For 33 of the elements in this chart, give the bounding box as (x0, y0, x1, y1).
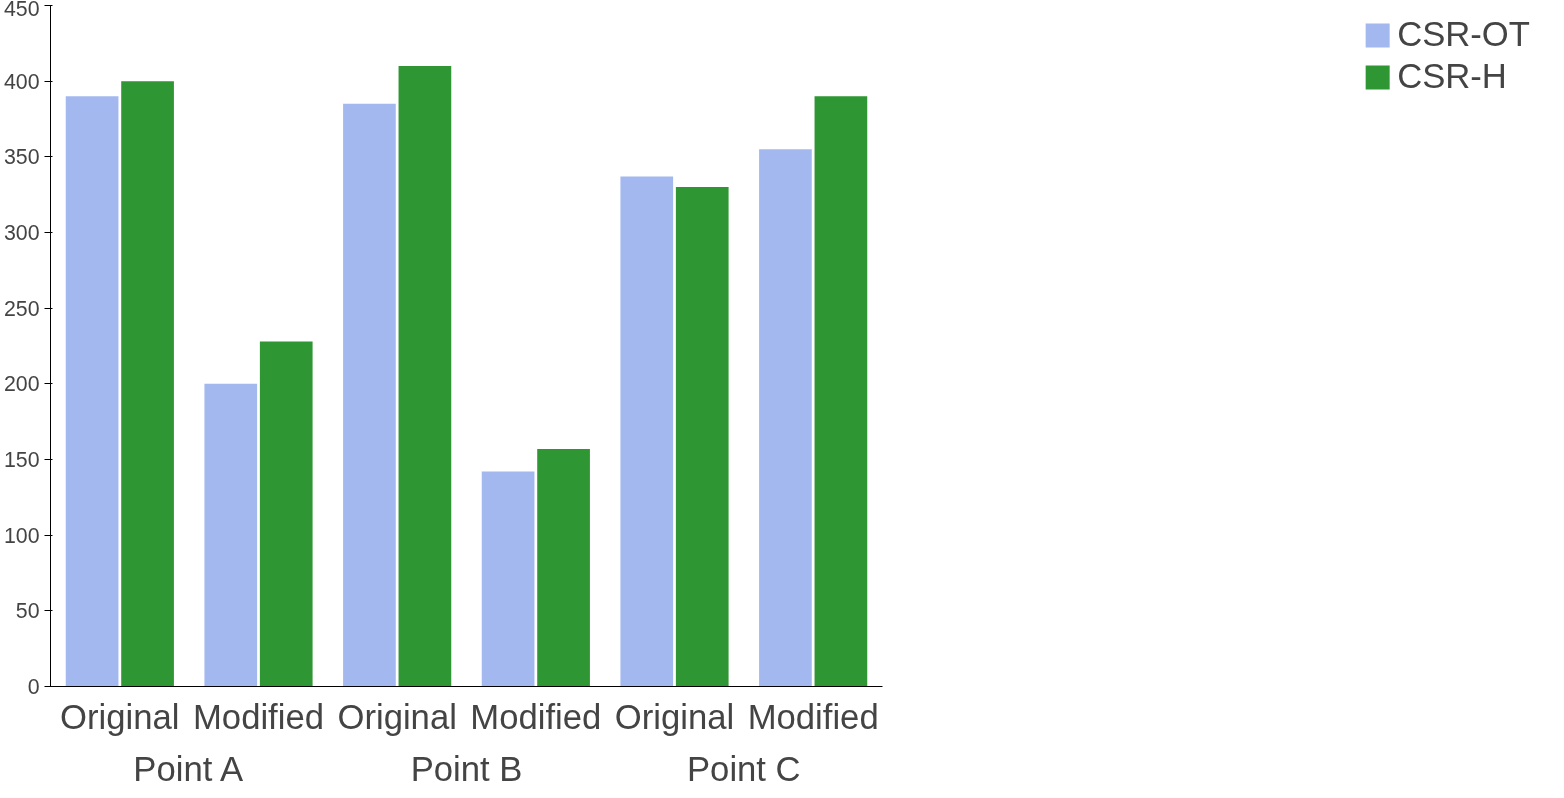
bar (259, 341, 313, 687)
bar (620, 176, 674, 687)
y-tick-label: 300 (3, 221, 40, 245)
bar (343, 103, 396, 687)
y-tick-label: 50 (15, 599, 40, 624)
legend-label: CSR-OT (1397, 15, 1530, 54)
y-tick-label: 200 (3, 372, 40, 397)
y-tick-label: 250 (3, 296, 40, 321)
y-tick-label: 100 (3, 523, 40, 548)
x-tick-label: Original (60, 697, 180, 736)
y-tick-label: 400 (3, 69, 40, 94)
x-tick-label: Original (337, 697, 457, 736)
y-tick-label: 0 (27, 675, 40, 699)
bar (675, 187, 729, 687)
bar (65, 96, 119, 687)
x-tick-label: Modified (470, 697, 602, 736)
x-tick-label: Modified (193, 697, 324, 736)
text: Point C (687, 749, 801, 788)
legend-label: CSR-H (1397, 57, 1507, 96)
bar (537, 448, 590, 687)
bar (759, 149, 812, 687)
text: Point A (133, 749, 245, 788)
text: Point B (410, 749, 523, 788)
x-tick-label: Original (614, 697, 735, 736)
bar (481, 471, 535, 687)
x-tick-label: Modified (747, 697, 879, 736)
y-tick-label: 150 (3, 448, 40, 472)
y-tick-label: 350 (3, 145, 40, 170)
bar (814, 96, 868, 687)
bar (398, 66, 452, 687)
bar (121, 81, 174, 687)
y-tick-label: 450 (3, 0, 40, 21)
bar (204, 383, 258, 687)
